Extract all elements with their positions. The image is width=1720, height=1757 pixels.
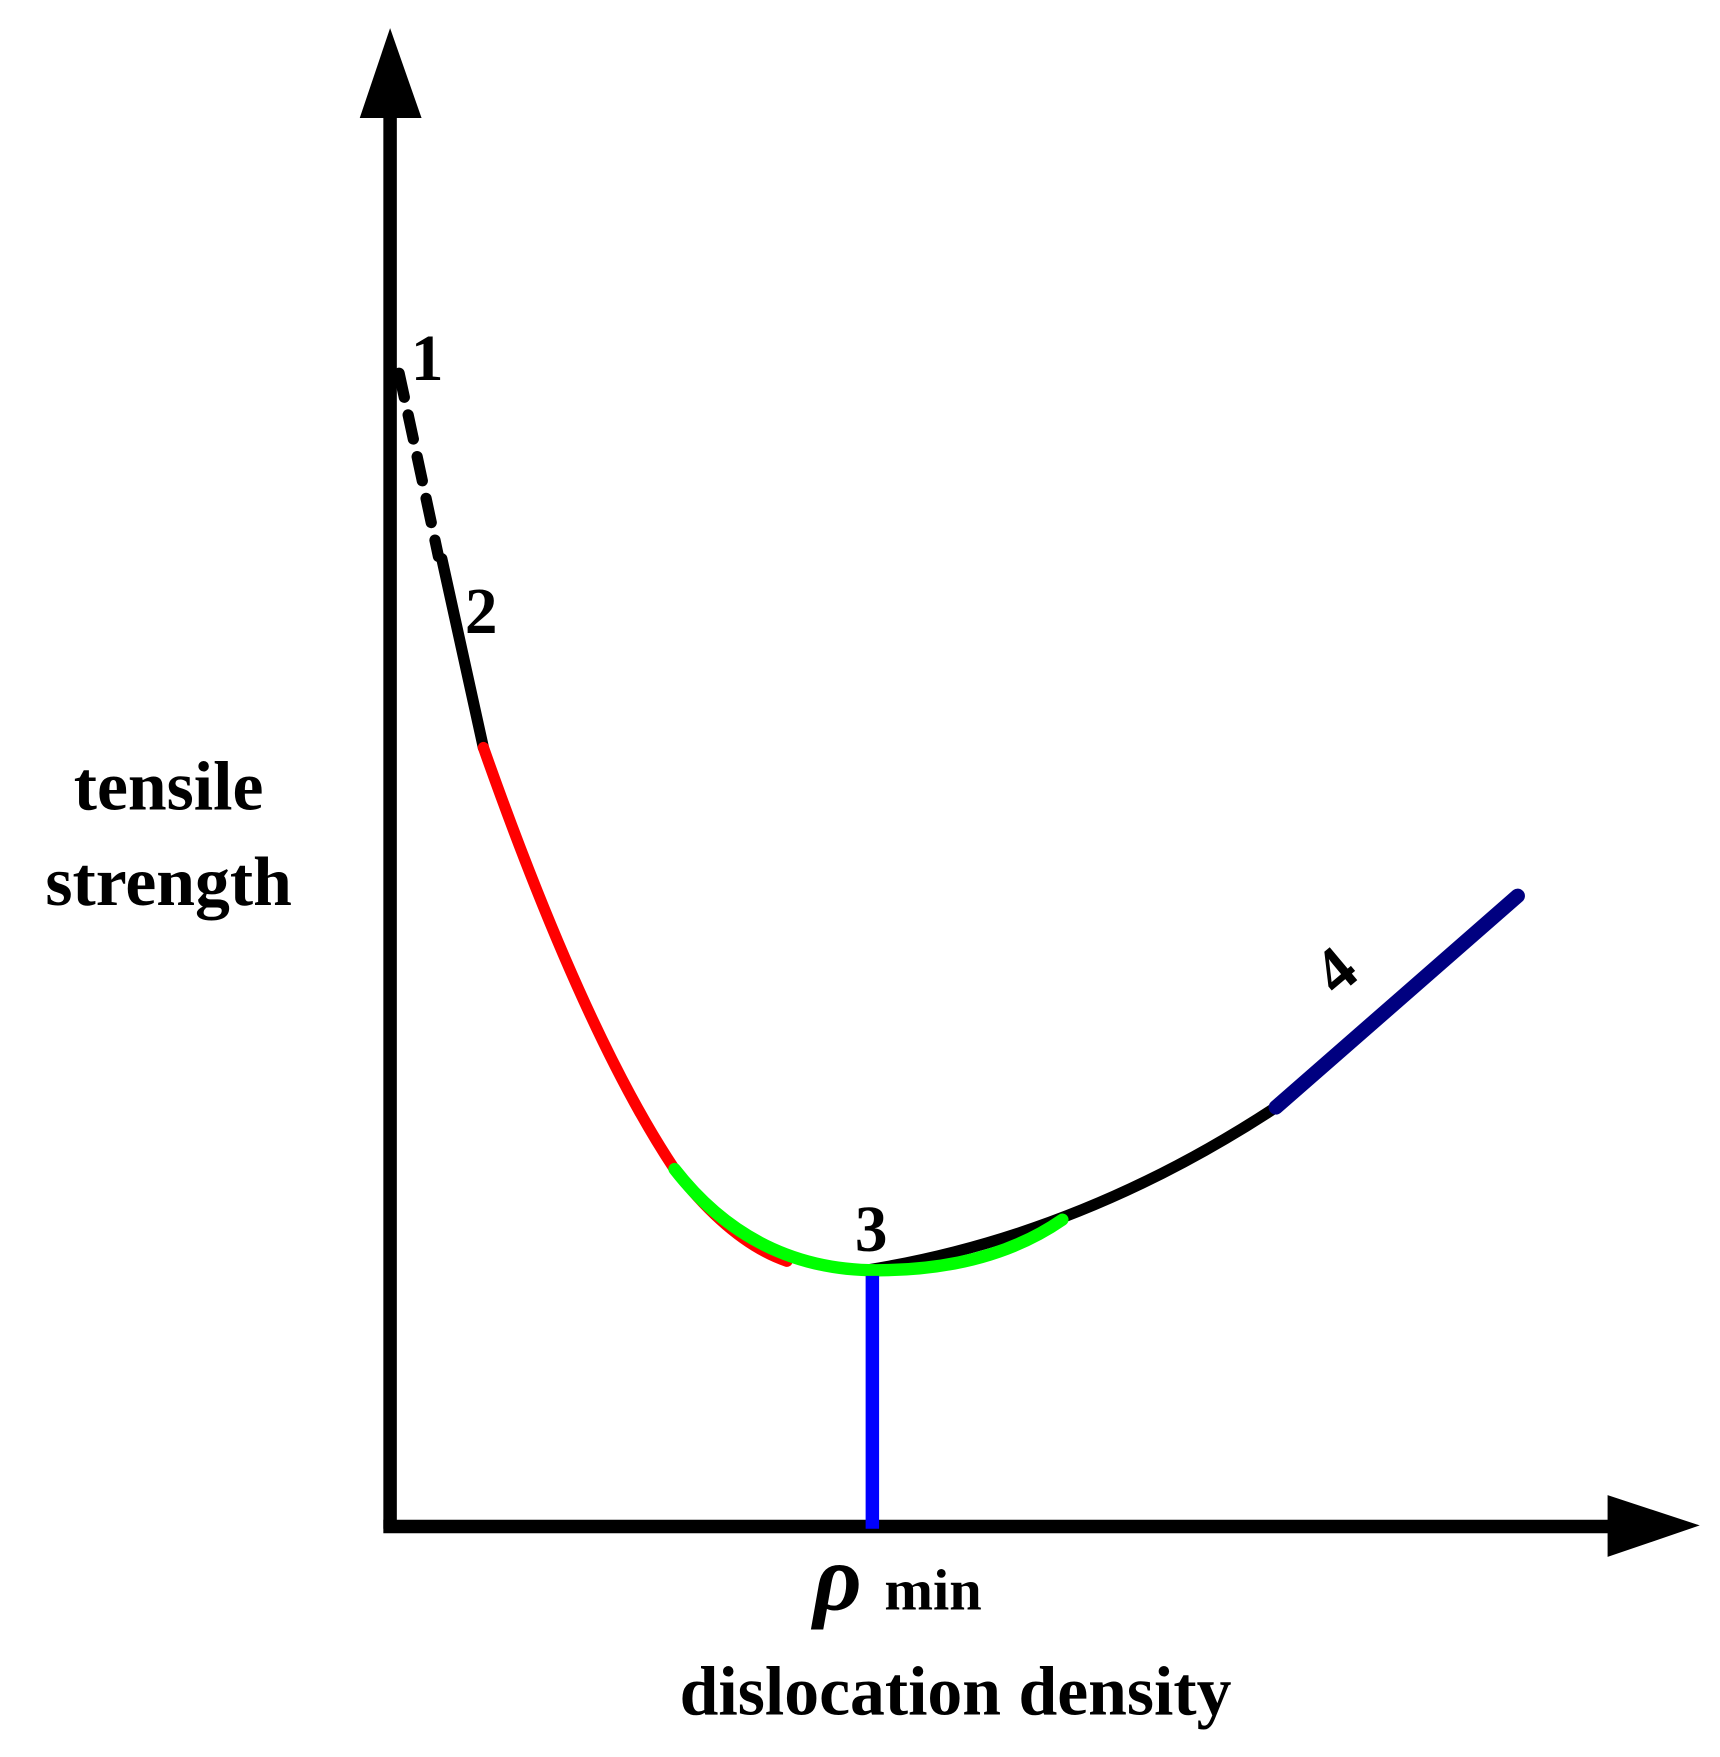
- point-label: 2: [465, 576, 498, 648]
- point-label: 4: [1300, 933, 1371, 1009]
- x-arrow: [1607, 1495, 1700, 1557]
- x-axis-label: dislocation density: [680, 1653, 1232, 1730]
- curve-red: [477, 741, 793, 1267]
- rho-subscript: min: [884, 1558, 981, 1623]
- rho-symbol: ρ: [810, 1527, 862, 1631]
- point-label: 3: [855, 1194, 888, 1266]
- y-axis-label: strength: [45, 844, 292, 921]
- curve-black-1: [436, 553, 490, 754]
- point-label: 1: [411, 323, 444, 395]
- y-axis-label: tensile: [74, 748, 264, 825]
- curve-green: [668, 1162, 1069, 1277]
- y-arrow: [359, 28, 422, 119]
- curve-black-2: [860, 1101, 1282, 1276]
- curve-dashed: [393, 367, 445, 563]
- curve-navy: [1268, 888, 1525, 1115]
